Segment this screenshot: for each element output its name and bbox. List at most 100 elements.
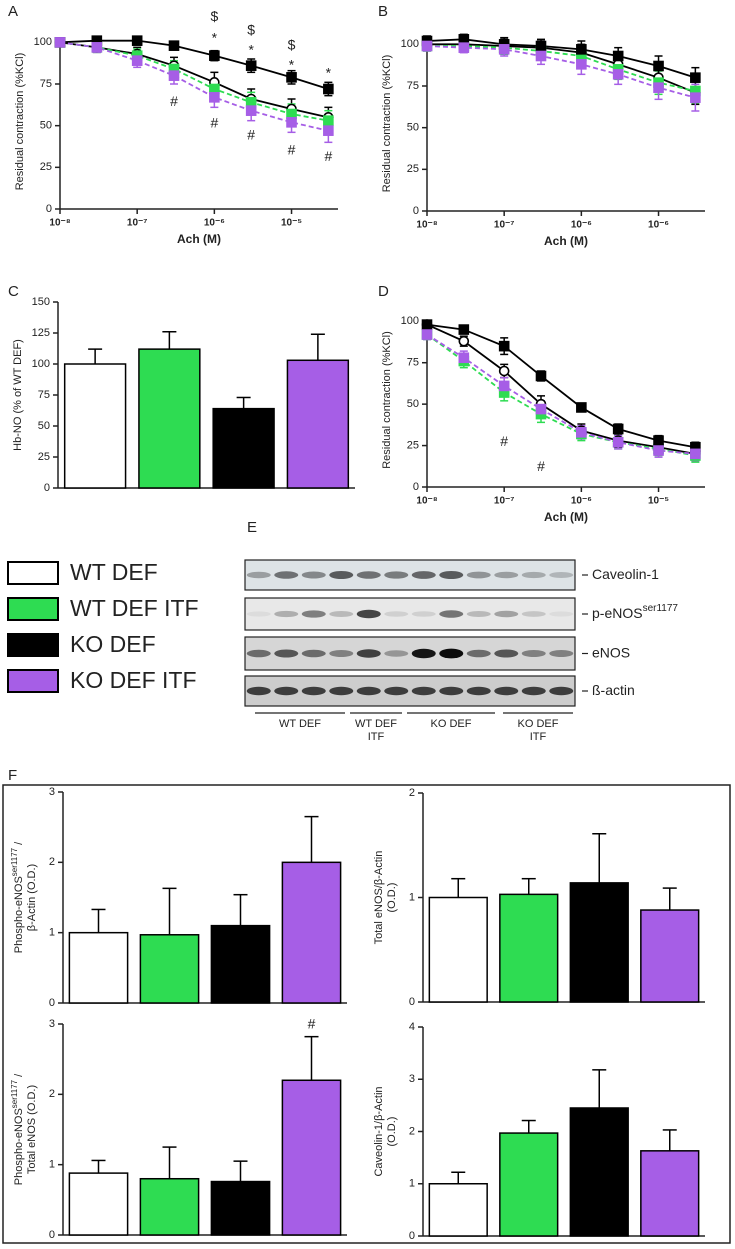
annotation: # [324, 148, 332, 164]
y-tick-label: 0 [49, 1229, 55, 1241]
blot-band [494, 649, 519, 658]
blot-band [329, 571, 354, 579]
point [535, 40, 547, 52]
blot-band [301, 649, 326, 658]
annotation: # [500, 433, 508, 449]
blot-row-label: ß-actin [592, 682, 635, 698]
point [323, 115, 334, 126]
blot-strip [244, 597, 576, 631]
y-axis-label-part: / [13, 1073, 25, 1080]
annotation: # [210, 115, 218, 131]
series-line [427, 45, 696, 92]
panel-label: F [8, 767, 17, 784]
y-axis-label: (O.D.) [386, 1117, 398, 1147]
annotation: # [170, 93, 178, 109]
blot-row-label: eNOS [592, 644, 630, 660]
y-axis-label-part: Total eNOS/β-Actin [373, 851, 385, 945]
point [458, 335, 470, 347]
y-tick-label: 3 [49, 786, 55, 798]
x-tick-label: 10⁻⁷ [494, 220, 515, 231]
bar [210, 924, 271, 1004]
y-tick-label: 100 [401, 315, 419, 327]
blot-band [246, 571, 271, 579]
point [612, 69, 624, 80]
bar [212, 407, 275, 489]
y-axis-label-part: ser1177 [10, 1079, 19, 1108]
x-axis-label: Ach (M) [544, 510, 588, 524]
bar [139, 934, 200, 1004]
point [168, 40, 180, 51]
bar [281, 861, 342, 1004]
y-axis-label-part: Total eNOS (O.D.) [26, 1085, 38, 1174]
x-axis-label: Ach (M) [544, 234, 588, 248]
series-line [426, 323, 696, 455]
y-tick-label: 1 [49, 1159, 55, 1171]
blot-band [549, 611, 574, 617]
blot-row-name: p-eNOS [592, 605, 643, 621]
blot-group-label: KO DEF [431, 718, 472, 730]
x-tick-label: 10⁻⁶ [571, 220, 592, 231]
point [576, 427, 587, 438]
x-tick-label: 10⁻⁵ [648, 496, 669, 507]
blot-band [466, 611, 491, 617]
point [245, 60, 257, 71]
blot-band [466, 571, 491, 579]
blot-band [301, 571, 326, 579]
y-axis-label-part: (O.D.) [386, 883, 398, 913]
point [209, 92, 220, 103]
annotation: * [289, 56, 295, 72]
y-axis-label: Caveolin-1/β-Actin [373, 1086, 385, 1176]
x-tick-label: 10⁻⁷ [494, 496, 515, 507]
point [612, 423, 624, 435]
blot-band [439, 610, 464, 618]
blot-band [356, 609, 381, 619]
point [209, 50, 220, 61]
x-tick-label: 10⁻⁶ [571, 496, 592, 507]
y-tick-label: 0 [413, 205, 419, 217]
blot-band [439, 571, 464, 579]
bar [640, 909, 700, 1003]
y-tick-label: 75 [407, 357, 419, 369]
y-axis-label-part: ser1177 [10, 847, 19, 876]
blot-band [411, 648, 436, 659]
y-tick-label: 50 [38, 420, 50, 432]
point [498, 44, 510, 55]
y-tick-label: 100 [401, 38, 419, 50]
y-tick-label: 0 [409, 1230, 415, 1242]
blot-band [411, 611, 436, 617]
point [323, 125, 334, 136]
point [91, 42, 103, 53]
point [421, 329, 433, 340]
y-axis-label: (O.D.) [386, 883, 398, 913]
series-line [427, 43, 696, 94]
point [286, 72, 297, 83]
point [690, 448, 701, 460]
y-axis-label-part: β-Actin (O.D.) [26, 864, 38, 931]
x-tick-label: 10⁻⁵ [281, 218, 302, 229]
bar [499, 1132, 559, 1237]
bar [68, 931, 129, 1004]
legend-label: WT DEF [70, 559, 158, 585]
blot-band [411, 571, 436, 579]
legend-swatch [7, 597, 59, 621]
x-axis-label: Ach (M) [177, 232, 221, 246]
blot-band [384, 650, 409, 657]
blot-row-name: ß-actin [592, 682, 635, 698]
point [576, 59, 587, 70]
blot-band [521, 611, 546, 617]
blot-group-label: WT DEF [279, 718, 321, 730]
y-axis-label: Total eNOS/β-Actin [373, 851, 385, 945]
annotation: $ [288, 36, 296, 52]
blot-band [301, 610, 326, 618]
legend-label: KO DEF ITF [70, 667, 197, 693]
legend-label: KO DEF [70, 631, 156, 657]
blot-band [356, 649, 381, 658]
blot-band [439, 648, 464, 659]
point [458, 42, 470, 53]
blot-band [411, 686, 436, 696]
blot-band [466, 686, 491, 696]
y-tick-label: 75 [40, 78, 52, 90]
blot-strip [244, 636, 576, 671]
y-tick-label: 1 [409, 1178, 415, 1190]
